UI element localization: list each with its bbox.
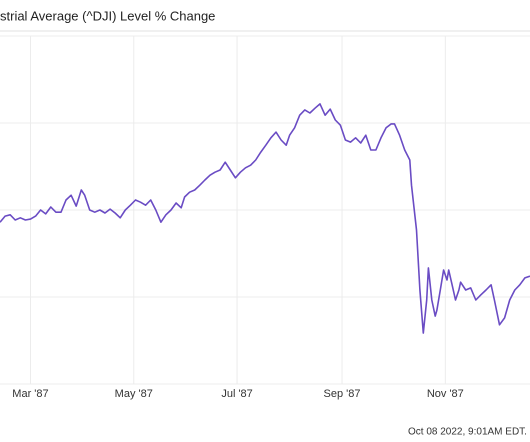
chart-title: strial Average (^DJI) Level % Change: [0, 8, 215, 23]
x-tick-label: May '87: [115, 388, 153, 400]
x-tick-label: Nov '87: [427, 388, 464, 400]
x-tick-label: Sep '87: [324, 388, 361, 400]
footer: Oct 08 2022, 9:01AM EDT. Powere: [408, 427, 530, 438]
x-tick-label: Jul '87: [221, 388, 252, 400]
series-line: [0, 103, 530, 334]
x-tick-label: Mar '87: [12, 388, 48, 400]
